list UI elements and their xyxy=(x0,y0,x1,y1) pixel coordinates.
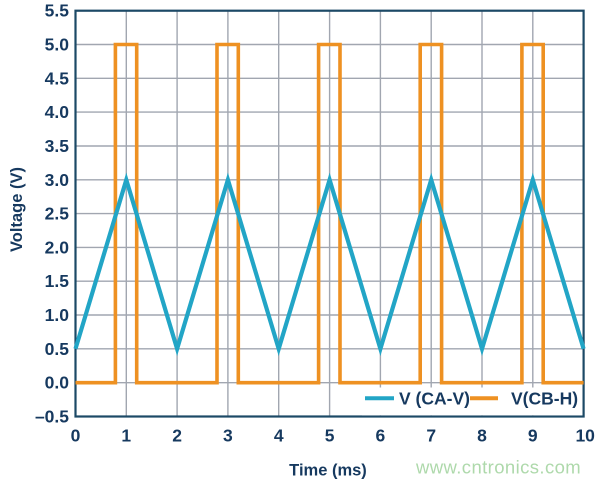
svg-text:3.0: 3.0 xyxy=(45,170,70,190)
svg-text:www.cntronics.com: www.cntronics.com xyxy=(415,457,581,478)
svg-text:0: 0 xyxy=(71,426,81,446)
svg-text:5: 5 xyxy=(325,426,335,446)
svg-text:5.0: 5.0 xyxy=(45,35,70,55)
svg-text:4.0: 4.0 xyxy=(45,102,70,122)
svg-text:5.5: 5.5 xyxy=(45,1,70,21)
svg-text:3: 3 xyxy=(223,426,233,446)
svg-text:Voltage (V): Voltage (V) xyxy=(8,167,26,252)
svg-text:0.0: 0.0 xyxy=(45,373,70,393)
svg-text:9: 9 xyxy=(528,426,538,446)
svg-text:1: 1 xyxy=(121,426,131,446)
svg-text:Time (ms): Time (ms) xyxy=(289,462,367,480)
svg-text:6: 6 xyxy=(376,426,386,446)
svg-text:2: 2 xyxy=(172,426,182,446)
svg-text:1.5: 1.5 xyxy=(45,271,70,291)
svg-text:8: 8 xyxy=(477,426,487,446)
svg-text:7: 7 xyxy=(426,426,436,446)
svg-text:2.0: 2.0 xyxy=(45,237,70,257)
svg-text:1.0: 1.0 xyxy=(45,305,70,325)
svg-text:4: 4 xyxy=(274,426,284,446)
svg-text:2.5: 2.5 xyxy=(45,204,70,224)
svg-text:10: 10 xyxy=(575,426,595,446)
svg-text:0.5: 0.5 xyxy=(45,339,70,359)
svg-text:–0.5: –0.5 xyxy=(35,407,69,427)
svg-text:3.5: 3.5 xyxy=(45,136,70,156)
svg-text:V(CB-H): V(CB-H) xyxy=(511,388,578,408)
svg-text:4.5: 4.5 xyxy=(45,68,70,88)
svg-text:V (CA-V): V (CA-V) xyxy=(399,388,470,408)
